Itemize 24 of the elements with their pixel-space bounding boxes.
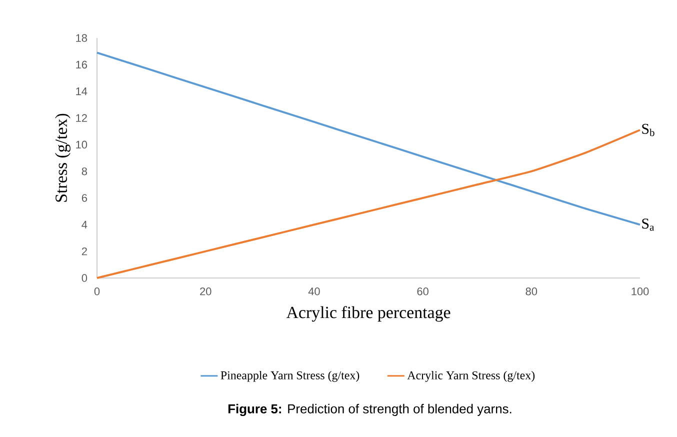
legend-label: Pineapple Yarn Stress (g/tex) [220,370,360,382]
y-tick-label: 4 [82,220,88,228]
x-tick-label: 80 [526,288,538,296]
y-tick-label: 8 [82,167,88,176]
line-series [96,52,642,226]
x-tick-label: 60 [417,288,428,296]
annotation: S$_{b}$ [642,124,654,136]
x-tick-label: 100 [632,288,649,296]
text: Figure 5: Prediction of strength of blended yarns. [228,404,512,416]
annotation: S$_{a}$ [642,218,654,231]
y-axis-title: Stress (g/tex) [55,114,70,202]
legend-label: Acrylic Yarn Stress (g/tex) [407,370,535,382]
x-tick-label: 0 [94,288,100,296]
y-tick-label: 2 [82,248,87,256]
y-tick-label: 18 [76,34,87,42]
y-tick-label: 10 [76,140,88,149]
y-tick-label: 0 [82,274,88,282]
x-axis-title: Acrylic fibre percentage [286,306,450,322]
y-tick-label: 12 [76,114,87,122]
y-tick-label: 14 [76,88,88,96]
y-tick-label: 16 [76,60,87,69]
x-tick-label: 40 [308,288,320,296]
x-tick-label: 20 [200,288,212,296]
y-tick-label: 6 [82,194,88,202]
